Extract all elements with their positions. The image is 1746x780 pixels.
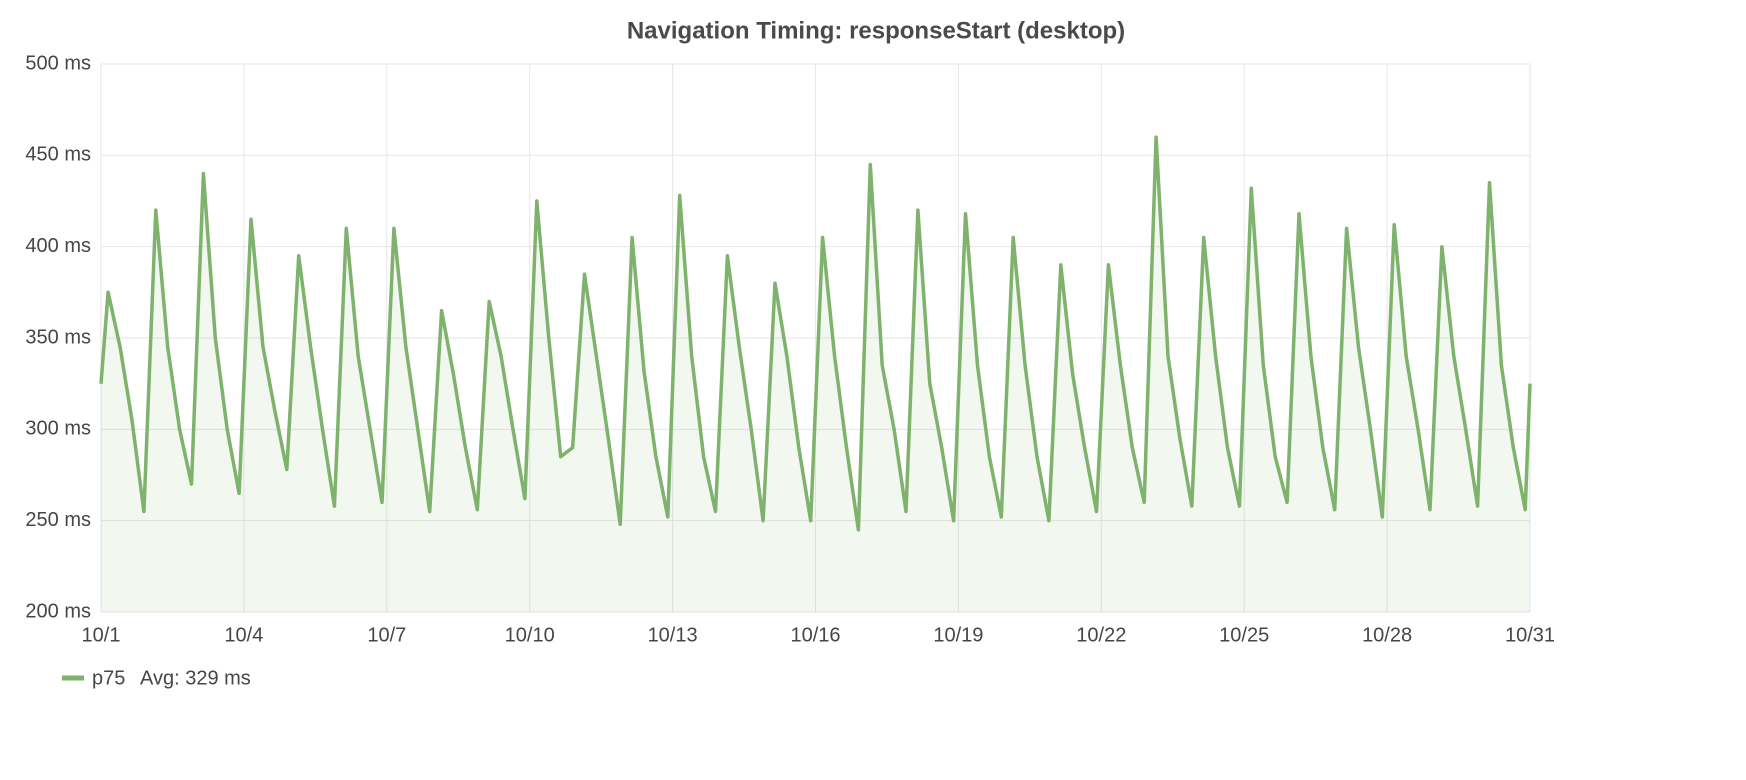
y-tick-label: 450 ms <box>25 144 91 166</box>
x-tick-label: 10/25 <box>1219 624 1269 646</box>
x-tick-label: 10/1 <box>82 624 121 646</box>
y-tick-label: 200 ms <box>25 600 91 622</box>
y-tick-label: 500 ms <box>25 52 91 74</box>
x-tick-label: 10/13 <box>648 624 698 646</box>
y-tick-label: 300 ms <box>25 418 91 440</box>
y-tick-label: 350 ms <box>25 326 91 348</box>
y-tick-label: 400 ms <box>25 235 91 257</box>
x-tick-label: 10/7 <box>367 624 406 646</box>
chart-title: Navigation Timing: responseStart (deskto… <box>627 17 1125 44</box>
x-tick-label: 10/19 <box>933 624 983 646</box>
series-line <box>99 135 1532 532</box>
x-tick-label: 10/4 <box>224 624 263 646</box>
legend-avg: Avg: 329 ms <box>140 667 251 689</box>
x-tick-label: 10/31 <box>1505 624 1555 646</box>
series-area <box>101 137 1530 612</box>
y-tick-label: 250 ms <box>25 509 91 531</box>
x-tick-label: 10/10 <box>505 624 555 646</box>
x-tick-label: 10/28 <box>1362 624 1412 646</box>
legend-label[interactable]: p75 <box>92 667 125 689</box>
x-tick-label: 10/22 <box>1076 624 1126 646</box>
x-tick-label: 10/16 <box>790 624 840 646</box>
